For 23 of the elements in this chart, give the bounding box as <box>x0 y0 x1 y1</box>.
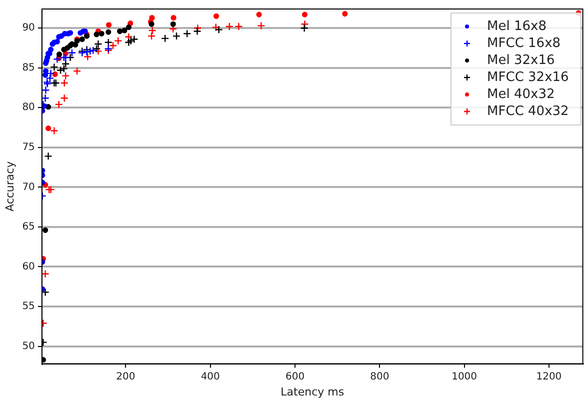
x-tick-label: 600 <box>285 371 305 382</box>
y-tick-label: 55 <box>22 301 35 312</box>
y-tick-label: 80 <box>22 102 35 114</box>
y-tick-label: 60 <box>22 261 35 272</box>
x-axis-title: Latency ms <box>280 385 344 398</box>
legend-label: MFCC 40x32 <box>487 104 569 119</box>
y-tick-label: 70 <box>22 182 35 193</box>
x-tick-label: 1200 <box>536 371 562 382</box>
legend-label: MFCC 32x16 <box>487 70 569 85</box>
x-tick-label: 200 <box>116 371 136 382</box>
y-tick-label: 65 <box>22 222 35 233</box>
legend-label: Mel 40x32 <box>487 86 555 102</box>
legend-label: Mel 32x16 <box>487 52 555 68</box>
x-tick-label: 1000 <box>452 371 478 382</box>
x-tick-label: 400 <box>200 371 220 382</box>
legend-label: MFCC 16x8 <box>487 36 561 51</box>
y-tick-label: 75 <box>22 142 35 154</box>
legend-label: Mel 16x8 <box>487 18 547 34</box>
y-tick-label: 90 <box>22 22 35 34</box>
x-tick-label: 800 <box>370 371 390 382</box>
y-axis-title: Accuracy <box>3 160 16 212</box>
y-tick-label: 85 <box>22 62 35 74</box>
y-tick-label: 50 <box>22 340 35 352</box>
